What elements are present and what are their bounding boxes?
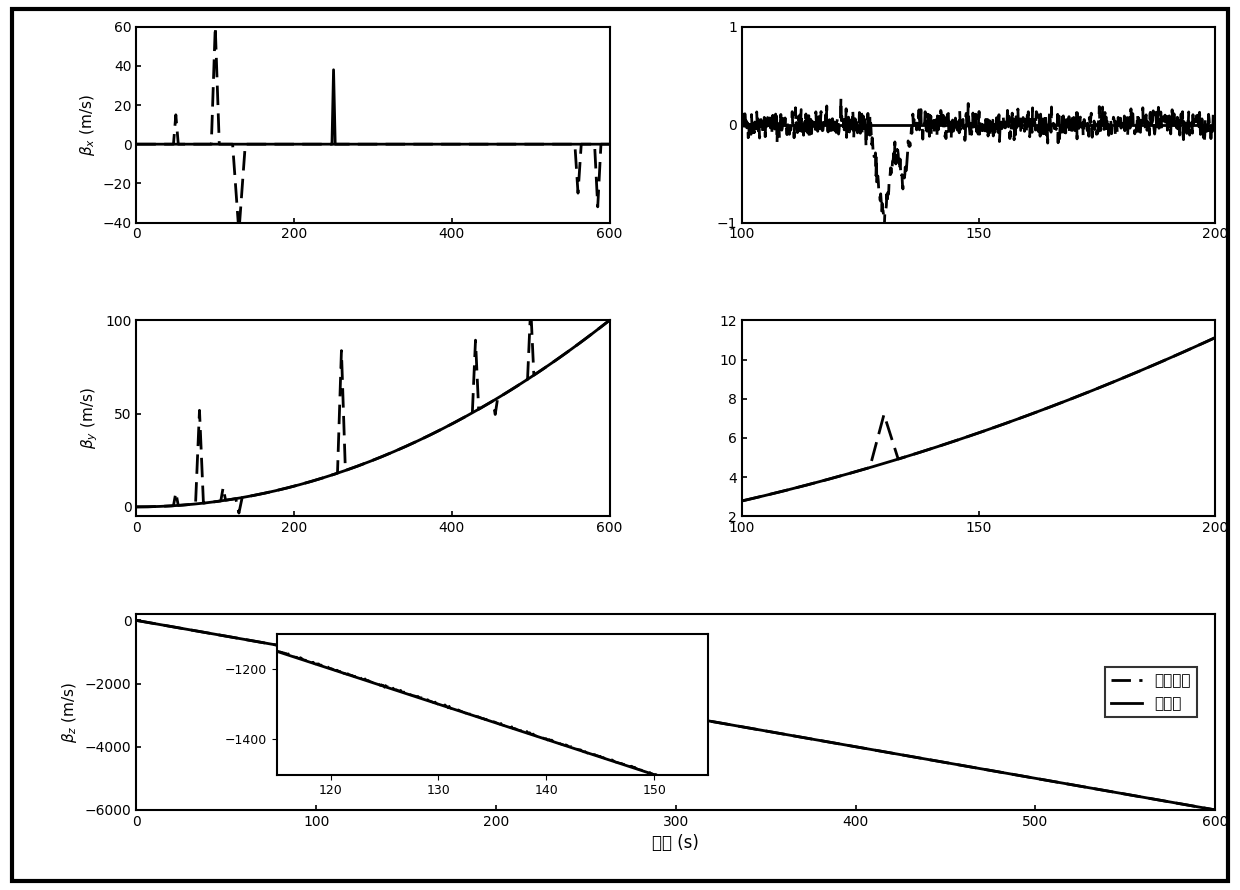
Y-axis label: $\beta_x$ (m/s): $\beta_x$ (m/s) <box>78 93 97 156</box>
X-axis label: 时间 (s): 时间 (s) <box>652 834 699 853</box>
Y-axis label: $\beta_y$ (m/s): $\beta_y$ (m/s) <box>79 387 99 449</box>
Y-axis label: $\beta_z$ (m/s): $\beta_z$ (m/s) <box>61 682 79 742</box>
Legend: 传统方法, 新方法: 传统方法, 新方法 <box>1105 668 1197 717</box>
